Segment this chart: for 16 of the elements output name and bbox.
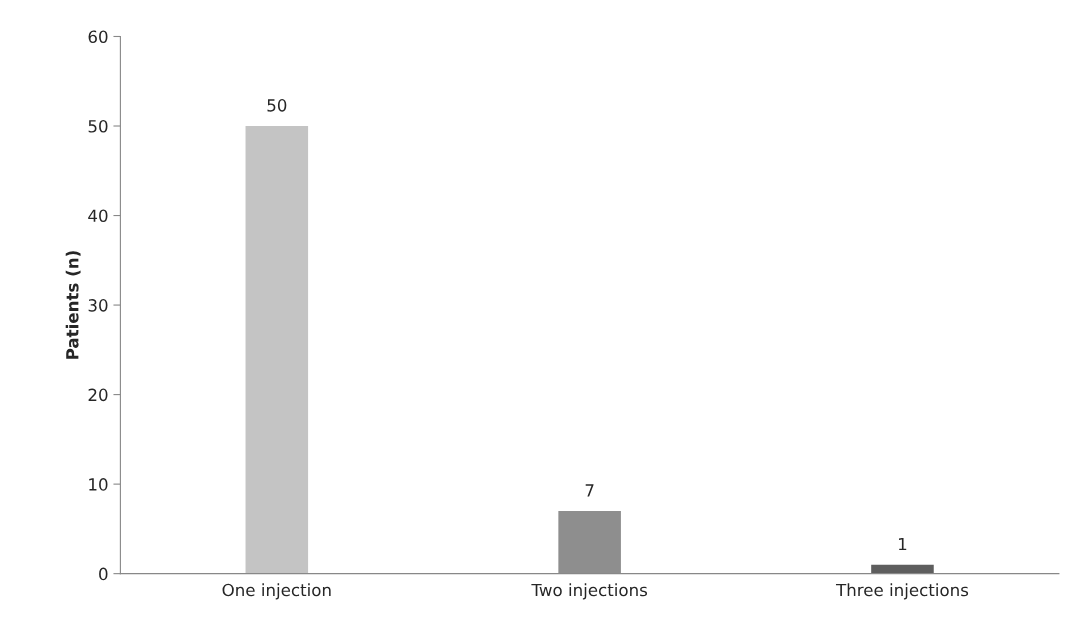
bar [245,126,309,574]
y-tick-label: 40 [88,209,108,223]
y-tick-label: 60 [88,30,108,44]
y-tick-label: 50 [88,119,108,133]
data-label: 50 [267,99,287,112]
y-tick-label: 10 [89,478,108,491]
y-tick-label: 30 [88,299,108,312]
x-tick-label: Three injections [835,583,969,600]
x-tick-label: One injection [222,583,331,600]
x-tick-label: Two injections [531,583,648,600]
y-axis-title: Patients (n) [65,251,81,359]
y-tick-label: 20 [88,388,108,402]
bar [871,564,934,574]
data-label: 7 [585,484,594,497]
data-label: 1 [898,537,907,551]
y-tick-label: 0 [99,567,108,581]
